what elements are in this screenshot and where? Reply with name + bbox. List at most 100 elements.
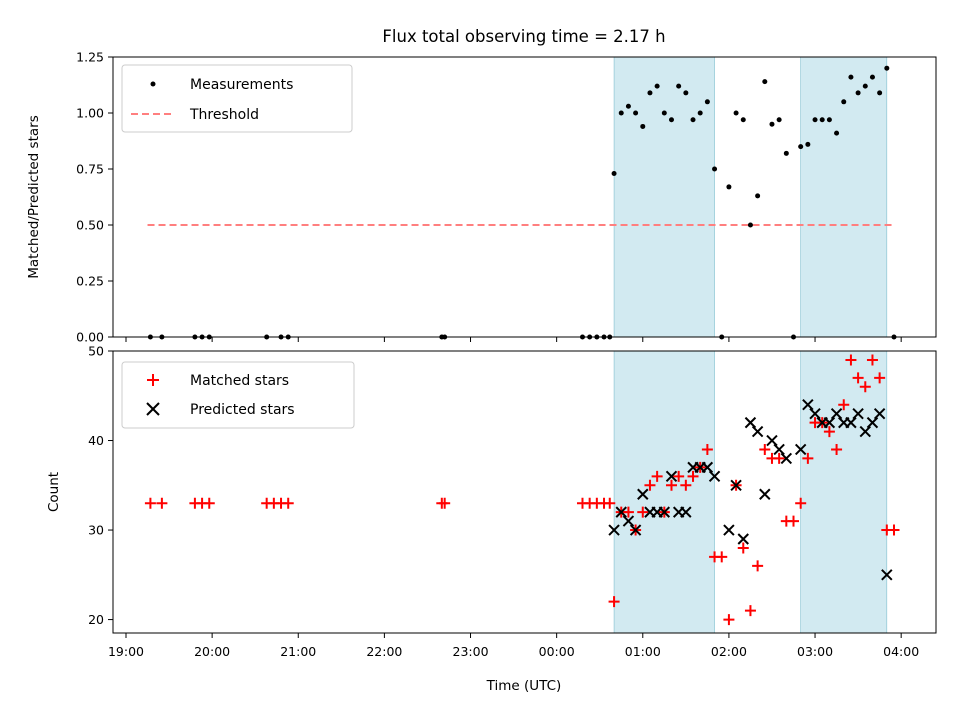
matched-star-point xyxy=(888,524,900,536)
measurement-point xyxy=(683,90,689,96)
measurement-point xyxy=(877,90,883,96)
x-tick-label: 01:00 xyxy=(625,644,661,659)
top-y-tick-label: 0.75 xyxy=(76,162,104,177)
matched-star-point xyxy=(282,497,294,509)
predicted-star-point xyxy=(723,524,735,536)
predicted-star-point xyxy=(881,569,893,581)
bottom-x-axis-ticks: 19:00 20:00 21:00 22:00 23:00 00:00 01:00 02:00… xyxy=(108,633,919,659)
predicted-star-point xyxy=(859,425,871,438)
matched-star-point xyxy=(859,381,871,393)
chart-title: Flux total observing time = 2.17 h xyxy=(382,27,665,46)
measurement-point xyxy=(654,83,660,89)
matched-star-point xyxy=(701,443,713,455)
bottom-y-tick-label: 40 xyxy=(88,433,104,448)
measurement-point xyxy=(848,74,854,80)
measurement-point xyxy=(783,150,789,156)
matched-star-point xyxy=(773,452,785,464)
matched-star-point xyxy=(644,479,656,491)
measurement-point xyxy=(755,193,761,199)
matched-star-point xyxy=(845,354,857,366)
predicted-star-point xyxy=(629,524,642,536)
measurement-point xyxy=(884,65,890,71)
matched-star-point xyxy=(439,497,451,509)
measurement-point xyxy=(712,166,718,172)
legend-measurements-marker xyxy=(150,81,156,87)
matched-star-point xyxy=(144,497,156,509)
measurement-point xyxy=(625,103,631,109)
x-tick-label: 04:00 xyxy=(883,644,919,659)
bottom-y-tick-label: 20 xyxy=(88,612,104,627)
x-tick-label: 23:00 xyxy=(453,644,489,659)
top-y-tick-label: 1.00 xyxy=(76,106,104,121)
bottom-shaded-interval-1 xyxy=(613,350,715,634)
matched-star-point xyxy=(802,452,814,464)
measurement-point xyxy=(826,117,832,123)
x-tick-label: 03:00 xyxy=(797,644,833,659)
measurement-point xyxy=(855,90,861,96)
measurement-point xyxy=(611,170,617,176)
predicted-star-point xyxy=(665,470,678,483)
measurement-point xyxy=(704,99,710,105)
matched-star-point xyxy=(680,479,692,491)
matched-star-point xyxy=(788,515,800,527)
matched-star-point xyxy=(874,372,886,384)
measurement-point xyxy=(747,222,753,228)
predicted-star-point xyxy=(773,443,785,456)
matched-star-point xyxy=(156,497,168,509)
matched-star-point xyxy=(604,497,616,509)
predicted-star-point xyxy=(852,407,864,420)
predicted-star-point xyxy=(680,506,692,518)
bottom-legend: Matched stars Predicted stars xyxy=(121,361,355,429)
matched-star-point xyxy=(608,596,620,608)
predicted-star-point xyxy=(608,524,620,536)
legend-predicted-label: Predicted stars xyxy=(190,402,295,418)
legend-matched-label: Matched stars xyxy=(190,373,289,389)
predicted-star-point xyxy=(766,434,778,447)
measurement-point xyxy=(862,83,868,89)
predicted-star-point xyxy=(744,416,757,429)
predicted-star-point xyxy=(780,452,793,465)
predicted-star-point xyxy=(823,416,836,429)
measurement-point xyxy=(726,184,732,190)
top-legend-box xyxy=(121,64,353,133)
top-y-tick-label: 0.00 xyxy=(76,330,104,345)
measurement-point xyxy=(618,110,624,116)
bottom-plot-frame xyxy=(112,350,937,634)
matched-star-point xyxy=(852,372,864,384)
x-tick-label: 22:00 xyxy=(366,644,402,659)
predicted-star-point xyxy=(802,399,814,411)
bottom-legend-box xyxy=(121,361,355,429)
measurement-point xyxy=(633,110,639,116)
measurement-point xyxy=(841,99,847,105)
matched-star-point xyxy=(737,542,749,554)
measurement-point xyxy=(798,144,804,150)
x-tick-label: 20:00 xyxy=(194,644,230,659)
top-y-tick-label: 1.25 xyxy=(76,50,104,65)
matched-star-point xyxy=(831,443,843,455)
matched-star-point xyxy=(716,551,728,563)
predicted-star-point xyxy=(794,443,807,456)
measurement-point xyxy=(812,117,818,123)
top-shaded-interval-2 xyxy=(800,56,888,338)
measurement-point xyxy=(661,110,667,116)
measurement-point xyxy=(647,90,653,96)
bottom-y-axis-ticks: 20 30 40 50 xyxy=(88,344,113,627)
matched-star-point xyxy=(823,426,835,438)
legend-measurements-label: Measurements xyxy=(190,77,293,93)
predicted-star-point xyxy=(615,506,627,518)
measurement-point xyxy=(805,141,811,147)
predicted-star-point xyxy=(701,461,714,474)
top-x-axis-ticks xyxy=(125,337,902,342)
measurement-point xyxy=(834,130,840,136)
measurement-point xyxy=(776,117,782,123)
measurement-point xyxy=(869,74,875,80)
top-shaded-interval-1 xyxy=(613,56,715,338)
measurement-point xyxy=(819,117,825,123)
matched-star-point xyxy=(723,614,735,626)
measurement-point xyxy=(769,121,775,127)
x-tick-label: 00:00 xyxy=(539,644,575,659)
predicted-star-point xyxy=(737,533,749,545)
x-tick-label: 21:00 xyxy=(280,644,316,659)
legend-threshold-label: Threshold xyxy=(189,107,259,123)
legend-predicted-marker xyxy=(146,402,160,416)
